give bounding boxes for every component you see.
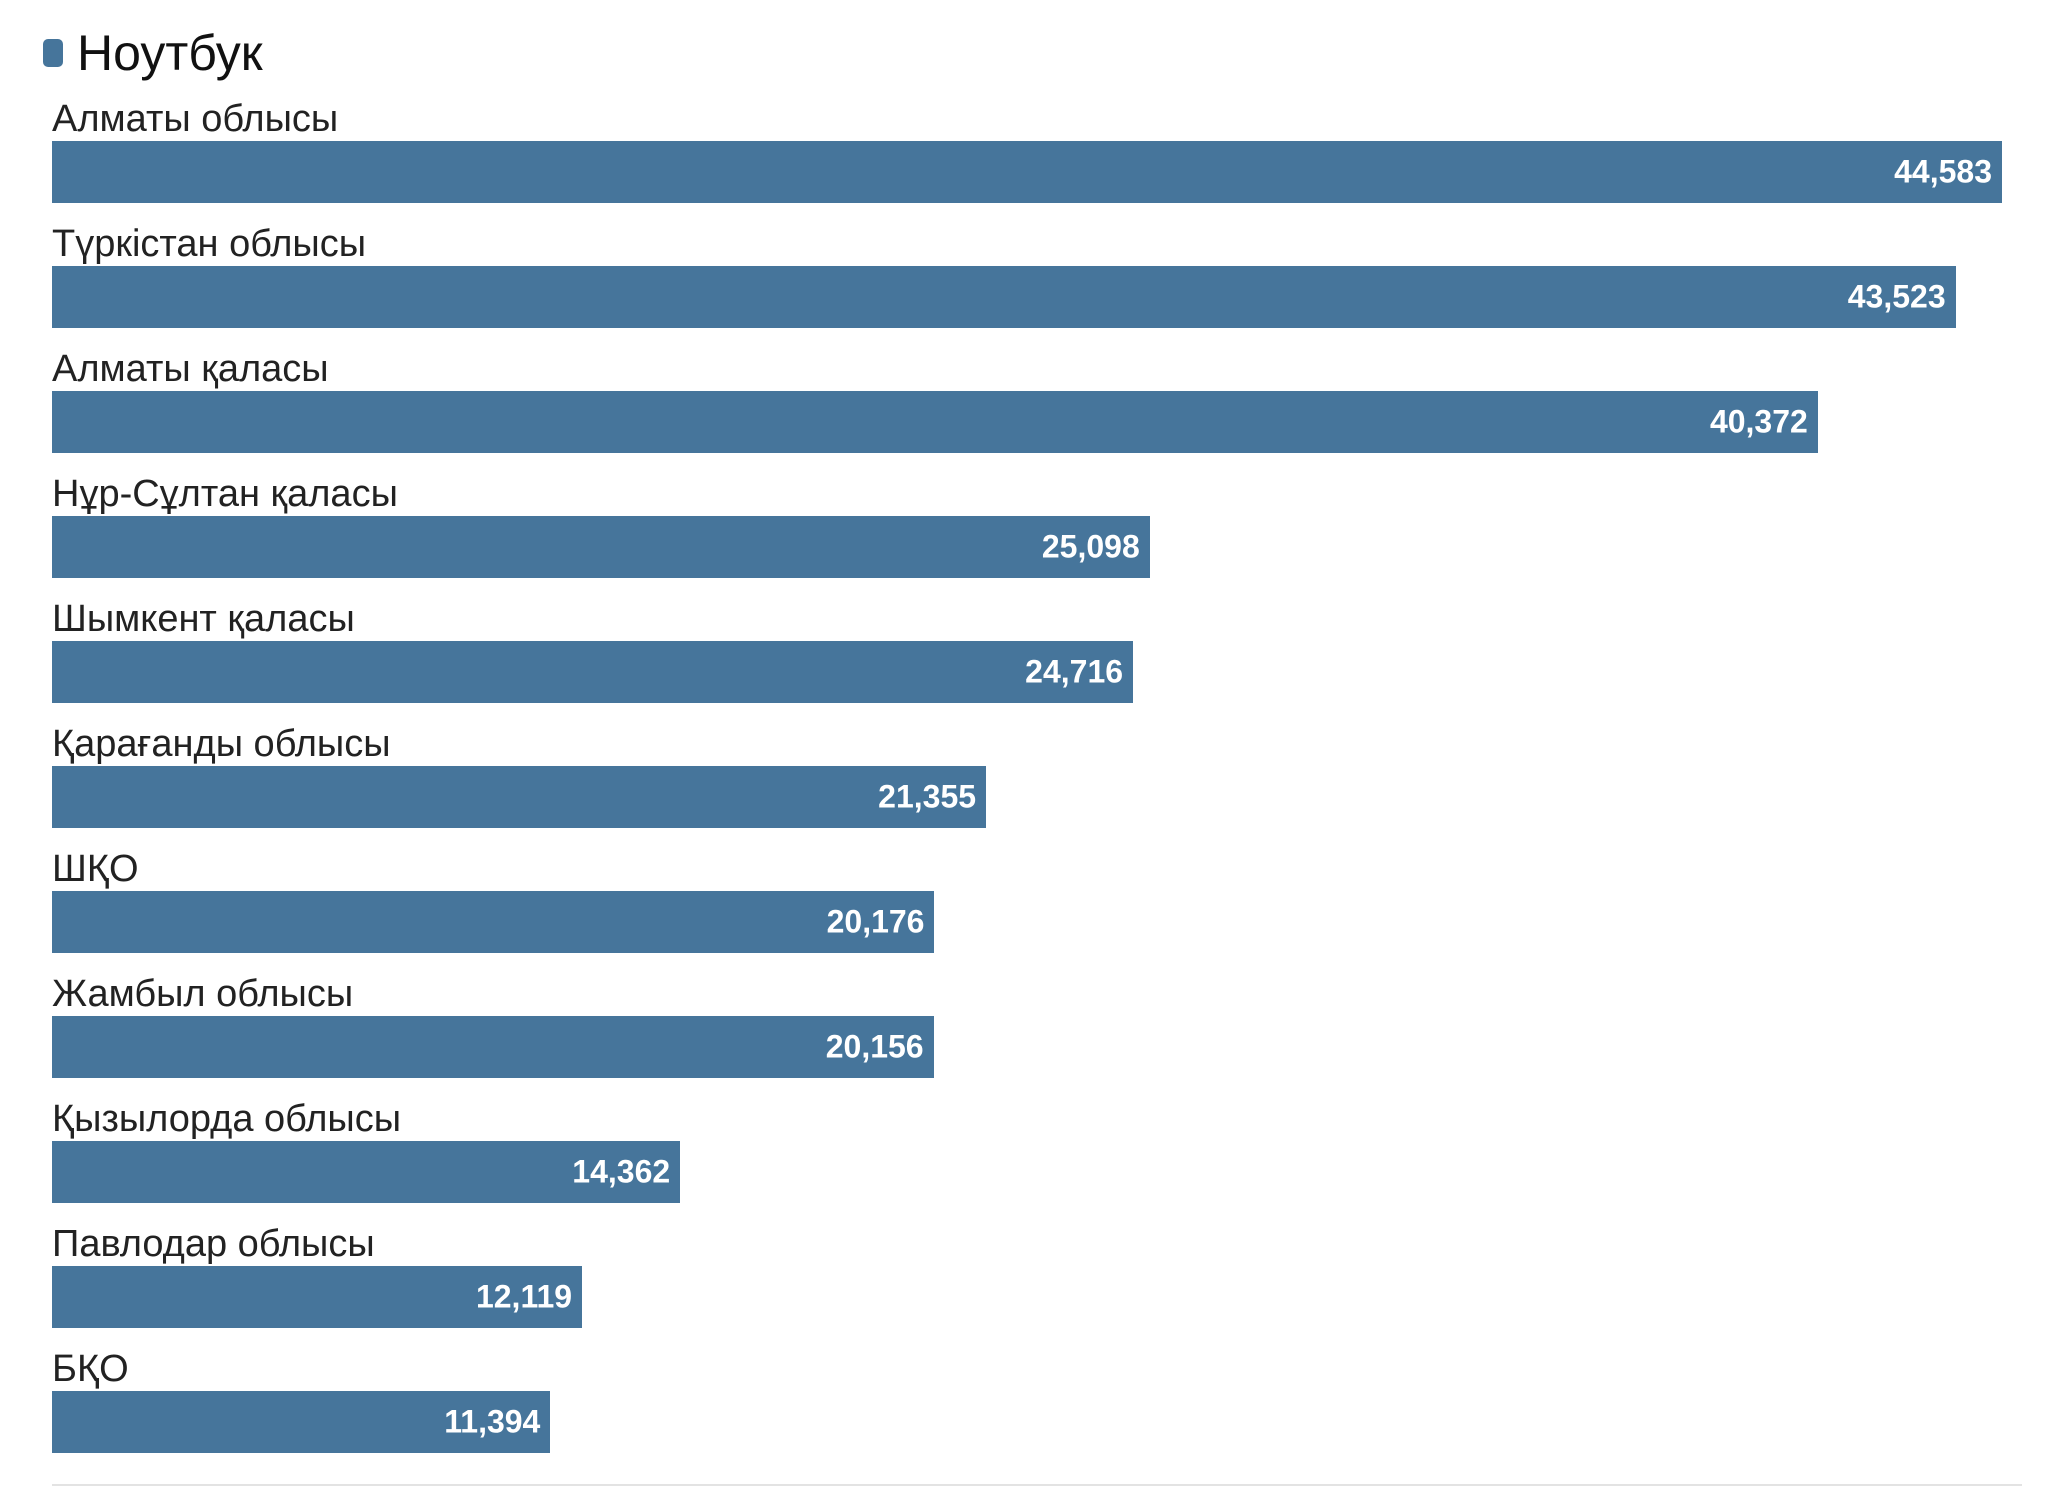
category-label: Жамбыл облысы xyxy=(52,973,354,1015)
category-label: Алматы облысы xyxy=(52,98,339,140)
category-label: Павлодар облысы xyxy=(52,1223,375,1265)
category-label: Қарағанды облысы xyxy=(52,723,391,765)
bar-value-label: 44,583 xyxy=(1894,153,1992,190)
bar: 21,355 xyxy=(52,766,987,828)
bar: 11,394 xyxy=(52,1391,551,1453)
category-label: ШҚО xyxy=(52,848,139,890)
legend-swatch xyxy=(43,39,63,67)
bar: 24,716 xyxy=(52,641,1134,703)
bar-value-label: 21,355 xyxy=(878,778,977,815)
bar: 20,156 xyxy=(52,1016,934,1078)
bar-row: Қызылорда облысы 14,362 xyxy=(52,1100,2042,1225)
bar-value-label: 11,394 xyxy=(444,1403,541,1440)
bar: 14,362 xyxy=(52,1141,681,1203)
bar-row: Шымкент қаласы 24,716 xyxy=(52,600,2042,725)
bar-row: Павлодар облысы 12,119 xyxy=(52,1225,2042,1350)
bar-value-label: 12,119 xyxy=(475,1278,573,1315)
bar-value-label: 20,156 xyxy=(825,1028,924,1065)
bar-value-label: 40,372 xyxy=(1709,403,1808,440)
legend-label: Ноутбук xyxy=(77,25,263,81)
category-label: БҚО xyxy=(52,1348,129,1390)
legend: Ноутбук xyxy=(43,28,263,78)
bar-row: Жамбыл облысы 20,156 xyxy=(52,975,2042,1100)
category-label: Нұр-Сұлтан қаласы xyxy=(52,473,398,515)
bar-value-label: 24,716 xyxy=(1025,653,1124,690)
bottom-rule xyxy=(52,1484,2022,1486)
bar-row: Алматы облысы 44,583 xyxy=(52,100,2042,225)
bar: 20,176 xyxy=(52,891,935,953)
bar-row: Алматы қаласы 40,372 xyxy=(52,350,2042,475)
bar-row: Қарағанды облысы 21,355 xyxy=(52,725,2042,850)
bar-value-label: 25,098 xyxy=(1041,528,1140,565)
bar: 43,523 xyxy=(52,266,1956,328)
bar-row: Нұр-Сұлтан қаласы 25,098 xyxy=(52,475,2042,600)
bar: 25,098 xyxy=(52,516,1150,578)
bar: 40,372 xyxy=(52,391,1818,453)
bar: 12,119 xyxy=(52,1266,583,1328)
category-label: Түркістан облысы xyxy=(52,223,367,265)
bar-row: ШҚО 20,176 xyxy=(52,850,2042,975)
bar-row: БҚО 11,394 xyxy=(52,1350,2042,1475)
category-label: Шымкент қаласы xyxy=(52,598,355,640)
bar-value-label: 43,523 xyxy=(1847,278,1946,315)
bar: 44,583 xyxy=(52,141,2002,203)
bar-value-label: 14,362 xyxy=(572,1153,671,1190)
category-label: Алматы қаласы xyxy=(52,348,329,390)
category-label: Қызылорда облысы xyxy=(52,1098,402,1140)
bar-value-label: 20,176 xyxy=(826,903,925,940)
bar-row: Түркістан облысы 43,523 xyxy=(52,225,2042,350)
